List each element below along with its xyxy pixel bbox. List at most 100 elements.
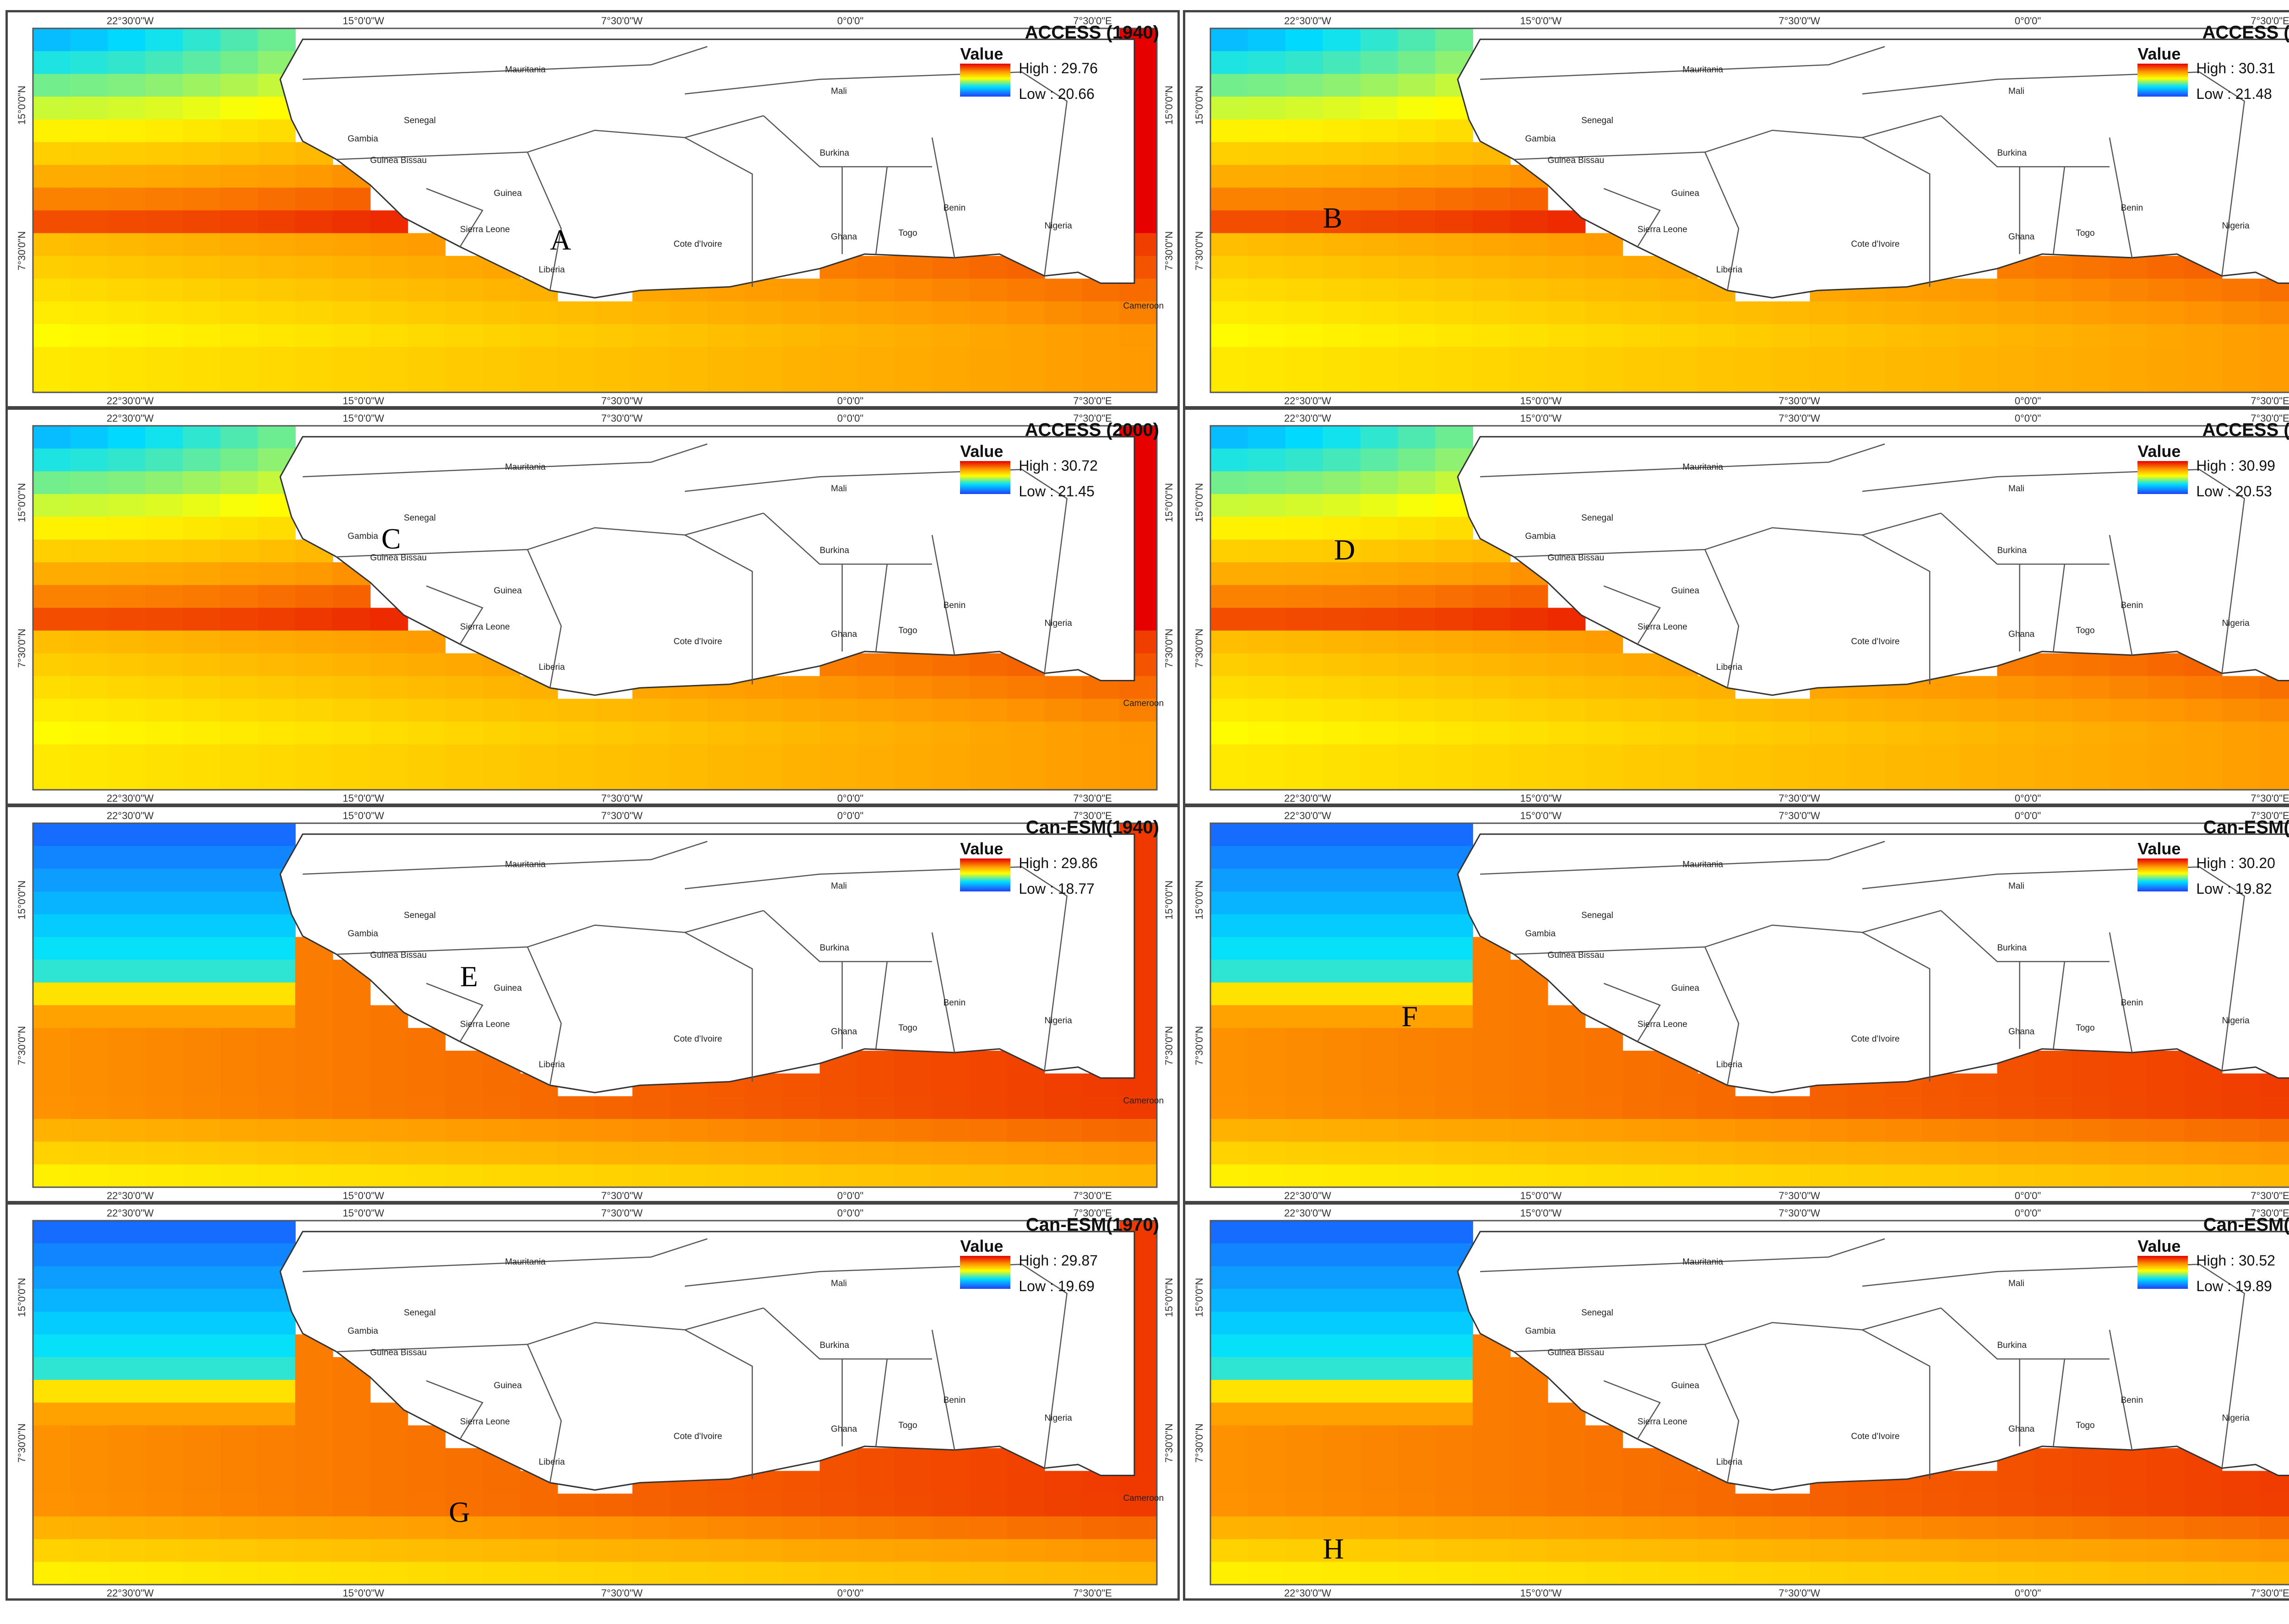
sst-cell — [1997, 1119, 2035, 1142]
sst-cell — [1007, 699, 1045, 722]
sst-cell — [70, 744, 108, 768]
sst-cell — [2222, 1516, 2260, 1540]
sst-cell — [1285, 630, 1323, 654]
sst-cell — [1285, 51, 1323, 75]
latitude-tick-left: 7°30'0"N — [16, 628, 27, 668]
sst-cell — [782, 369, 820, 393]
sst-cell — [1210, 1357, 1248, 1380]
country-label: Guinea — [494, 983, 522, 993]
sst-cell — [557, 324, 596, 348]
sst-cell — [220, 1243, 258, 1267]
sst-cell — [857, 1164, 895, 1188]
sst-cell — [2072, 1448, 2110, 1472]
longitude-tick-bottom: 0°0'0" — [837, 395, 864, 407]
sst-cell — [370, 1516, 408, 1540]
sst-cell — [183, 28, 221, 52]
sst-cell — [1082, 1562, 1120, 1585]
sst-cell — [1547, 1539, 1586, 1563]
country-label: Burkina — [1997, 943, 2027, 953]
panel-title: ACCESS (1940) — [1025, 22, 1159, 43]
sst-cell — [1285, 471, 1323, 495]
sst-cell — [707, 1141, 745, 1165]
longitude-tick-bottom: 22°30'0"W — [106, 1587, 154, 1599]
sst-cell — [1398, 74, 1436, 98]
sst-cell — [183, 1311, 221, 1335]
sst-cell — [70, 539, 108, 563]
sst-cell — [557, 369, 596, 393]
sst-cell — [2034, 1096, 2073, 1119]
sst-cell — [595, 1164, 633, 1188]
sst-cell — [1360, 1471, 1399, 1494]
sst-cell — [1398, 767, 1436, 790]
sst-cell — [1585, 278, 1623, 302]
sst-cell — [1210, 1005, 1248, 1029]
sst-cell — [1997, 1516, 2035, 1540]
sst-cell — [819, 1516, 858, 1540]
sst-cell — [1885, 1539, 1923, 1563]
sst-cell — [1323, 721, 1361, 745]
sst-cell — [2072, 1096, 2110, 1119]
sst-cell — [220, 562, 258, 586]
sst-cell — [1885, 1562, 1923, 1585]
sst-cell — [857, 1448, 895, 1472]
sst-cell — [1435, 1073, 1473, 1097]
sst-cell — [33, 1494, 71, 1517]
sst-cell — [1922, 301, 1960, 325]
sst-cell — [1360, 960, 1399, 983]
sst-cell — [370, 1164, 408, 1188]
map-frame — [32, 425, 1158, 791]
sst-cell — [1697, 301, 1736, 325]
sst-cell — [1007, 1073, 1045, 1097]
sst-cell — [370, 653, 408, 677]
sst-cell — [145, 823, 184, 847]
sst-cell — [1435, 1494, 1473, 1517]
longitude-tick-top: 15°0'0"W — [342, 810, 385, 821]
latitude-tick-left: 15°0'0"N — [1193, 880, 1205, 920]
sst-cell — [1119, 1516, 1157, 1540]
sst-cell — [108, 74, 146, 98]
sst-cell — [1210, 676, 1248, 700]
sst-cell — [1435, 1141, 1473, 1165]
sst-cell — [1472, 1357, 1511, 1380]
sst-cell — [595, 1119, 633, 1142]
sst-cell — [1810, 369, 1848, 393]
sst-cell — [1360, 937, 1399, 961]
sst-cell — [483, 767, 521, 790]
sst-cell — [1997, 699, 2035, 722]
sst-cell — [370, 1141, 408, 1165]
sst-cell — [1119, 1096, 1157, 1119]
sst-cell — [1285, 1164, 1323, 1188]
longitude-tick-top: 0°0'0" — [2014, 810, 2041, 821]
sst-cell — [145, 1050, 184, 1074]
sst-cell — [220, 767, 258, 790]
sst-cell — [1044, 369, 1083, 393]
sst-cell — [1007, 324, 1045, 348]
longitude-tick-bottom: 0°0'0" — [837, 793, 864, 804]
sst-cell — [220, 699, 258, 722]
sst-map — [32, 822, 1158, 1188]
sst-cell — [1997, 1471, 2035, 1494]
sst-cell — [2184, 1516, 2223, 1540]
sst-cell — [1510, 347, 1548, 370]
sst-cell — [1210, 347, 1248, 370]
sst-cell — [1510, 1380, 1548, 1403]
sst-cell — [1472, 630, 1511, 654]
country-border — [1513, 512, 1942, 558]
sst-cell — [1323, 1425, 1361, 1449]
map-frame — [32, 822, 1158, 1188]
sst-cell — [1885, 324, 1923, 348]
sst-cell — [744, 301, 783, 325]
sst-cell — [483, 347, 521, 370]
sst-cell — [2222, 744, 2260, 768]
sst-cell — [220, 1005, 258, 1029]
sst-cell — [1248, 1141, 1286, 1165]
country-border — [2053, 961, 2066, 1049]
sst-cell — [1360, 744, 1399, 768]
legend-color-ramp — [960, 1256, 1011, 1289]
sst-cell — [332, 233, 371, 256]
country-label: Ghana — [831, 1027, 857, 1037]
sst-cell — [1044, 1164, 1083, 1188]
sst-cell — [1285, 846, 1323, 869]
sst-cell — [483, 369, 521, 393]
sst-cell — [2110, 347, 2148, 370]
